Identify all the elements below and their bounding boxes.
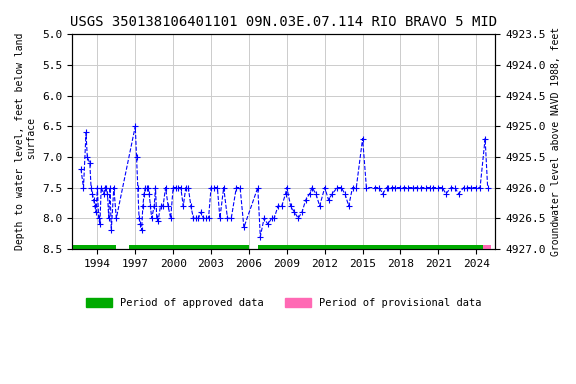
Bar bbox=[72, 245, 116, 253]
Bar bbox=[258, 245, 483, 253]
Y-axis label: Depth to water level, feet below land
 surface: Depth to water level, feet below land su… bbox=[15, 33, 37, 250]
Bar bbox=[129, 245, 249, 253]
Y-axis label: Groundwater level above NAVD 1988, feet: Groundwater level above NAVD 1988, feet bbox=[551, 27, 561, 256]
Bar bbox=[483, 245, 491, 253]
Title: USGS 350138106401101 09N.03E.07.114 RIO BRAVO 5 MID: USGS 350138106401101 09N.03E.07.114 RIO … bbox=[70, 15, 497, 29]
Legend: Period of approved data, Period of provisional data: Period of approved data, Period of provi… bbox=[82, 294, 486, 312]
